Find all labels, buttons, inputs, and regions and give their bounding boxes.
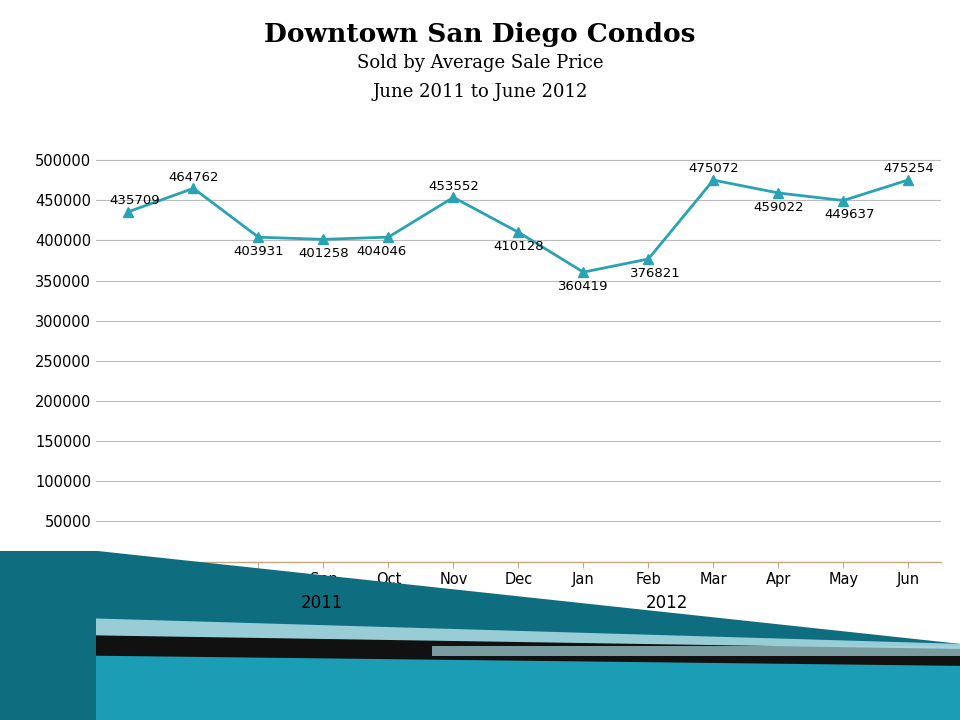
Text: 449637: 449637 [825,209,876,222]
Polygon shape [96,618,960,720]
Polygon shape [432,646,960,656]
Text: Downtown San Diego Condos: Downtown San Diego Condos [264,22,696,47]
Text: 475254: 475254 [883,162,934,175]
Text: 435709: 435709 [109,194,160,207]
Polygon shape [0,551,96,720]
Text: 401258: 401258 [299,247,348,261]
Text: 2012: 2012 [646,595,688,613]
Text: 464762: 464762 [168,171,219,184]
Polygon shape [96,636,960,720]
Text: 2011: 2011 [300,595,343,613]
Text: 475072: 475072 [688,162,739,176]
Polygon shape [96,551,960,720]
Text: 403931: 403931 [233,246,284,258]
Text: 459022: 459022 [753,201,804,214]
Text: Sold by Average Sale Price: Sold by Average Sale Price [357,54,603,72]
Text: 376821: 376821 [630,267,681,280]
Text: 453552: 453552 [428,179,479,193]
Text: 360419: 360419 [558,280,609,293]
Text: 410128: 410128 [493,240,543,253]
Text: June 2011 to June 2012: June 2011 to June 2012 [372,83,588,101]
Text: 404046: 404046 [357,245,407,258]
Polygon shape [96,636,960,666]
